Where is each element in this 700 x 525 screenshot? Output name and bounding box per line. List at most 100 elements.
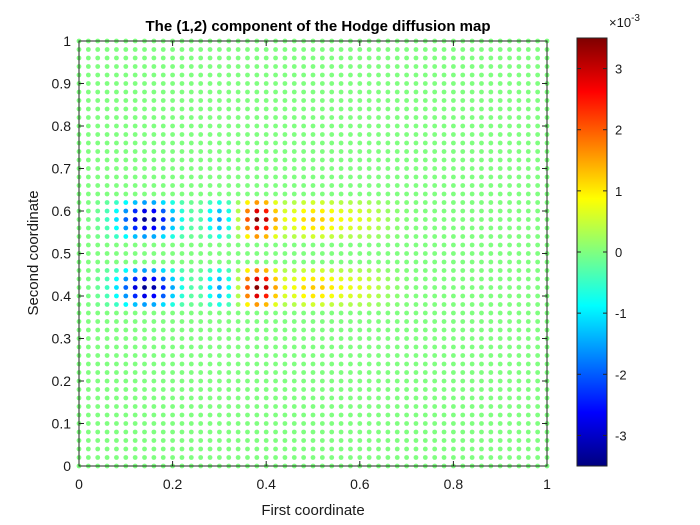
- data-point: [179, 98, 185, 103]
- data-point: [226, 285, 232, 290]
- data-point: [188, 438, 194, 443]
- data-point: [114, 72, 119, 78]
- data-point: [460, 174, 466, 180]
- data-point: [123, 429, 129, 435]
- data-point: [245, 242, 250, 248]
- data-point: [226, 387, 232, 392]
- data-point: [226, 132, 232, 137]
- data-point: [235, 191, 241, 197]
- data-point: [254, 446, 260, 452]
- data-point: [497, 106, 503, 112]
- data-point: [142, 234, 147, 239]
- data-point: [376, 395, 381, 401]
- data-point: [507, 429, 512, 435]
- data-point: [488, 217, 494, 222]
- data-point: [263, 72, 269, 78]
- data-point: [235, 395, 241, 401]
- data-point: [460, 225, 466, 231]
- data-point: [291, 157, 297, 163]
- data-point: [254, 268, 260, 273]
- data-point: [329, 276, 335, 282]
- data-point: [432, 234, 438, 239]
- data-point: [170, 183, 176, 188]
- data-point: [385, 132, 391, 137]
- data-point: [263, 157, 269, 163]
- data-point: [170, 387, 176, 392]
- data-point: [329, 140, 335, 146]
- data-point: [301, 395, 307, 401]
- data-point: [160, 200, 166, 205]
- data-point: [217, 395, 222, 401]
- data-point: [142, 302, 147, 307]
- data-point: [226, 370, 232, 375]
- data-point: [413, 191, 419, 197]
- data-point: [348, 310, 353, 316]
- data-point: [404, 268, 409, 273]
- data-point: [376, 89, 381, 95]
- data-point: [404, 302, 409, 307]
- data-point: [535, 412, 541, 418]
- data-point: [282, 378, 288, 384]
- data-point: [329, 123, 335, 129]
- data-point: [170, 132, 176, 137]
- data-point: [188, 378, 194, 384]
- data-point: [114, 106, 119, 112]
- data-point: [217, 55, 222, 61]
- data-point: [151, 98, 157, 103]
- data-point: [488, 140, 494, 146]
- data-point: [422, 361, 428, 367]
- data-point: [245, 455, 250, 460]
- data-point: [217, 72, 222, 78]
- data-point: [404, 191, 409, 197]
- data-point: [385, 404, 391, 409]
- data-point: [245, 234, 250, 239]
- data-point: [226, 302, 232, 307]
- data-point: [329, 344, 335, 350]
- data-point: [217, 242, 222, 248]
- data-point: [282, 404, 288, 409]
- data-point: [469, 115, 475, 120]
- data-point: [525, 404, 531, 409]
- data-point: [404, 251, 409, 256]
- data-point: [451, 319, 456, 324]
- data-point: [263, 319, 269, 324]
- data-point: [132, 395, 138, 401]
- data-point: [123, 123, 129, 129]
- data-point: [310, 310, 316, 316]
- data-point: [85, 234, 91, 239]
- data-point: [385, 81, 391, 86]
- data-point: [385, 395, 391, 401]
- data-point: [357, 64, 363, 69]
- data-point: [85, 225, 91, 231]
- data-point: [348, 123, 353, 129]
- data-point: [404, 446, 409, 452]
- data-point: [114, 208, 119, 214]
- data-point: [516, 276, 522, 282]
- data-point: [170, 276, 176, 282]
- data-point: [245, 217, 250, 222]
- data-point: [263, 234, 269, 239]
- data-point: [357, 259, 363, 265]
- data-point: [488, 251, 494, 256]
- data-point: [291, 89, 297, 95]
- data-point: [245, 166, 250, 171]
- data-point: [114, 251, 119, 256]
- data-point: [329, 438, 335, 443]
- data-point: [85, 336, 91, 341]
- data-point: [460, 89, 466, 95]
- data-point: [507, 132, 512, 137]
- data-point: [507, 115, 512, 120]
- data-point: [245, 344, 250, 350]
- data-point: [114, 370, 119, 375]
- colorbar-exponent: ×10-3: [609, 13, 640, 30]
- data-point: [357, 421, 363, 426]
- data-point: [226, 446, 232, 452]
- data-point: [479, 361, 484, 367]
- data-point: [525, 234, 531, 239]
- data-point: [160, 72, 166, 78]
- data-point: [254, 115, 260, 120]
- data-point: [319, 140, 325, 146]
- data-point: [217, 200, 222, 205]
- data-point: [198, 64, 204, 69]
- data-point: [85, 276, 91, 282]
